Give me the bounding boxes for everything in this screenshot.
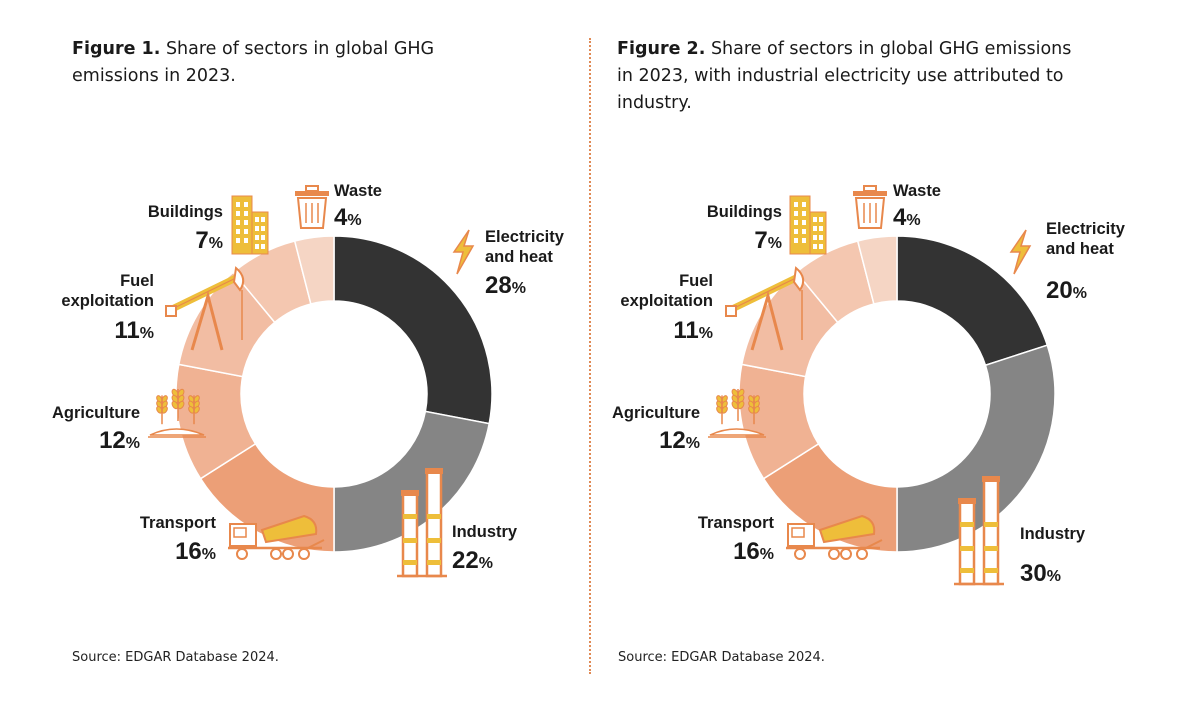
figure-1-donut-chart: Electricity and heat 28% Industry 22% Transpo… [52, 182, 565, 578]
slice-industry [333, 410, 491, 553]
oil-pump-icon [165, 266, 245, 351]
value-label-waste: 4% [893, 204, 921, 231]
figure-2-title-text: Share of sectors in global GHG emissions… [617, 39, 1072, 113]
label-buildings: Buildings [707, 203, 782, 221]
label-agriculture: Agriculture [612, 404, 700, 422]
factory-chimney-icon [397, 468, 447, 578]
label-electricity-and-heat: Electricity and heat [485, 228, 565, 266]
cement-truck-icon [786, 514, 883, 560]
figure-1-panel: Figure 1. Share of sectors in global GHG… [0, 0, 580, 701]
oil-pump-icon [725, 266, 805, 351]
label-fuel-exploitation: Fuel exploitation [620, 272, 713, 310]
lightning-icon [452, 229, 475, 275]
lightning-icon [1009, 229, 1032, 275]
figure-2-donut-chart: Electricity and heat 20% Industry 30% Transpo… [612, 182, 1126, 587]
figure-1-title: Figure 1. Share of sectors in global GHG… [72, 36, 492, 90]
slice-waste [856, 235, 898, 305]
value-label-industry: 30% [1020, 560, 1061, 587]
value-label-transport: 16% [733, 538, 774, 565]
label-industry: Industry [452, 523, 518, 541]
label-buildings: Buildings [148, 203, 223, 221]
panel-divider [589, 38, 591, 674]
figure-1-source: Source: EDGAR Database 2024. [72, 650, 279, 665]
cement-truck-icon [228, 514, 325, 560]
figure-1-title-prefix: Figure 1. [72, 39, 161, 59]
value-label-electricity-and-heat: 20% [1046, 277, 1087, 304]
value-label-transport: 16% [175, 538, 216, 565]
figure-2-panel: Figure 2. Share of sectors in global GHG… [590, 0, 1170, 701]
value-label-electricity-and-heat: 28% [485, 272, 526, 299]
office-building-icon [231, 195, 269, 255]
slice-industry [896, 344, 1056, 553]
value-label-fuel-exploitation: 11% [114, 317, 154, 344]
value-label-agriculture: 12% [99, 427, 140, 454]
wheat-icon [708, 388, 766, 438]
value-label-waste: 4% [334, 204, 362, 231]
label-agriculture: Agriculture [52, 404, 140, 422]
value-label-buildings: 7% [195, 227, 223, 254]
value-label-agriculture: 12% [659, 427, 700, 454]
trash-bin-icon [295, 185, 329, 229]
slice-electricity-and-heat [333, 235, 493, 425]
figure-2-title-prefix: Figure 2. [617, 39, 706, 59]
label-transport: Transport [698, 514, 775, 532]
figure-2-source: Source: EDGAR Database 2024. [618, 650, 825, 665]
label-industry: Industry [1020, 525, 1086, 543]
figure-1-title-text: Share of sectors in global GHG emissions… [72, 39, 435, 86]
wheat-icon [148, 388, 206, 438]
label-electricity-and-heat: Electricity and heat [1046, 220, 1126, 258]
trash-bin-icon [853, 185, 887, 229]
value-label-industry: 22% [452, 547, 493, 574]
value-label-buildings: 7% [754, 227, 782, 254]
label-transport: Transport [140, 514, 217, 532]
value-label-fuel-exploitation: 11% [673, 317, 713, 344]
label-waste: Waste [893, 182, 941, 200]
office-building-icon [789, 195, 827, 255]
factory-chimney-icon [954, 476, 1004, 586]
label-fuel-exploitation: Fuel exploitation [61, 272, 154, 310]
figure-2-title: Figure 2. Share of sectors in global GHG… [617, 36, 1087, 117]
label-waste: Waste [334, 182, 382, 200]
slice-waste [293, 235, 335, 305]
